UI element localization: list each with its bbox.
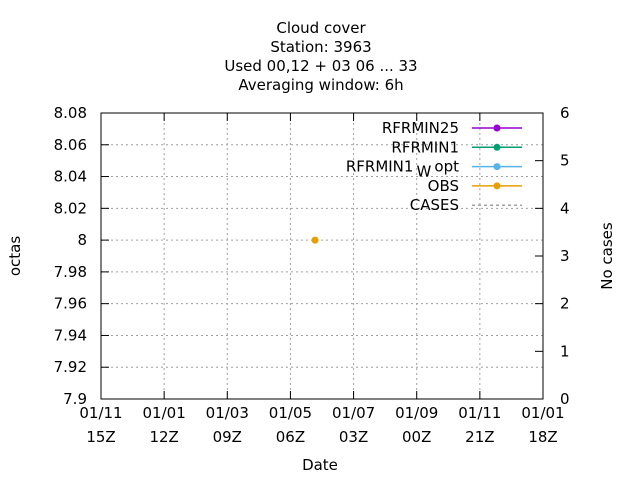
x-axis: 01/11 15Z 01/01 12Z 01/03 09Z 01/05 06Z 01/07 03Z…: [79, 113, 565, 446]
y-axis-label: octas: [6, 236, 24, 276]
y2-tick-label: 3: [560, 247, 570, 265]
legend-sample-point: [493, 143, 501, 151]
plot-frame: [100, 112, 544, 400]
title-line: Station: 3963: [270, 38, 371, 56]
y-tick-label: 7.9: [63, 390, 87, 408]
legend-label: OBS: [428, 177, 459, 195]
y-axis: 7.9 7.92 7.94 7.96 7.98 8 8.02 8.04 8.06 8.08: [54, 104, 109, 408]
x-tick-label: 01/01: [143, 404, 186, 422]
data-marks: [311, 236, 319, 244]
y-tick-label: 8.08: [54, 104, 87, 122]
y2-tick-label: 1: [560, 342, 570, 360]
x-tick-label: 01/01: [521, 404, 564, 422]
x-tick-label: 21Z: [465, 428, 494, 446]
legend-label: RFRMIN1: [391, 138, 459, 156]
legend-sample-point: [493, 163, 501, 171]
x-tick-label: 09Z: [213, 428, 242, 446]
y2-tick-label: 4: [560, 199, 570, 217]
x-tick-label: 01/09: [395, 404, 438, 422]
x-axis-label: Date: [302, 456, 338, 474]
data-point: [311, 236, 319, 244]
y-tick-label: 8.02: [54, 199, 87, 217]
title-line: Averaging window: 6h: [238, 76, 403, 94]
y-tick-label: 7.92: [54, 358, 87, 376]
y-tick-label: 7.96: [54, 295, 87, 313]
y-tick-label: 8: [77, 231, 87, 249]
x-tick-label: 06Z: [276, 428, 305, 446]
legend-sample-point: [493, 182, 501, 190]
y-tick-label: 7.98: [54, 263, 87, 281]
legend-sample-point: [493, 124, 501, 132]
y2-tick-label: 0: [560, 390, 570, 408]
y2-tick-label: 2: [560, 295, 570, 313]
y-tick-label: 8.06: [54, 136, 87, 154]
y2-tick-label: 6: [560, 104, 570, 122]
title-line: Cloud cover: [276, 19, 366, 37]
x-tick-label: 01/11: [79, 404, 122, 422]
y-tick-label: 8.04: [54, 168, 87, 186]
x-tick-label: 18Z: [528, 428, 557, 446]
y2-tick-label: 5: [560, 152, 570, 170]
x-tick-label: 01/11: [458, 404, 501, 422]
x-tick-label: 03Z: [339, 428, 368, 446]
x-tick-label: 01/07: [332, 404, 375, 422]
y2-axis-label: No cases: [598, 222, 616, 290]
x-tick-label: 01/05: [269, 404, 312, 422]
legend-label: RFRMIN25: [382, 119, 459, 137]
x-tick-label: 15Z: [86, 428, 115, 446]
y2-axis: 0 1 2 3 4 5 6: [535, 104, 570, 408]
grid: [101, 113, 543, 399]
y-tick-label: 7.94: [54, 326, 87, 344]
x-tick-label: 00Z: [402, 428, 431, 446]
title-line: Used 00,12 + 03 06 ... 33: [224, 57, 417, 75]
x-tick-label: 01/03: [206, 404, 249, 422]
x-tick-label: 12Z: [149, 428, 178, 446]
legend-label: CASES: [410, 196, 459, 214]
